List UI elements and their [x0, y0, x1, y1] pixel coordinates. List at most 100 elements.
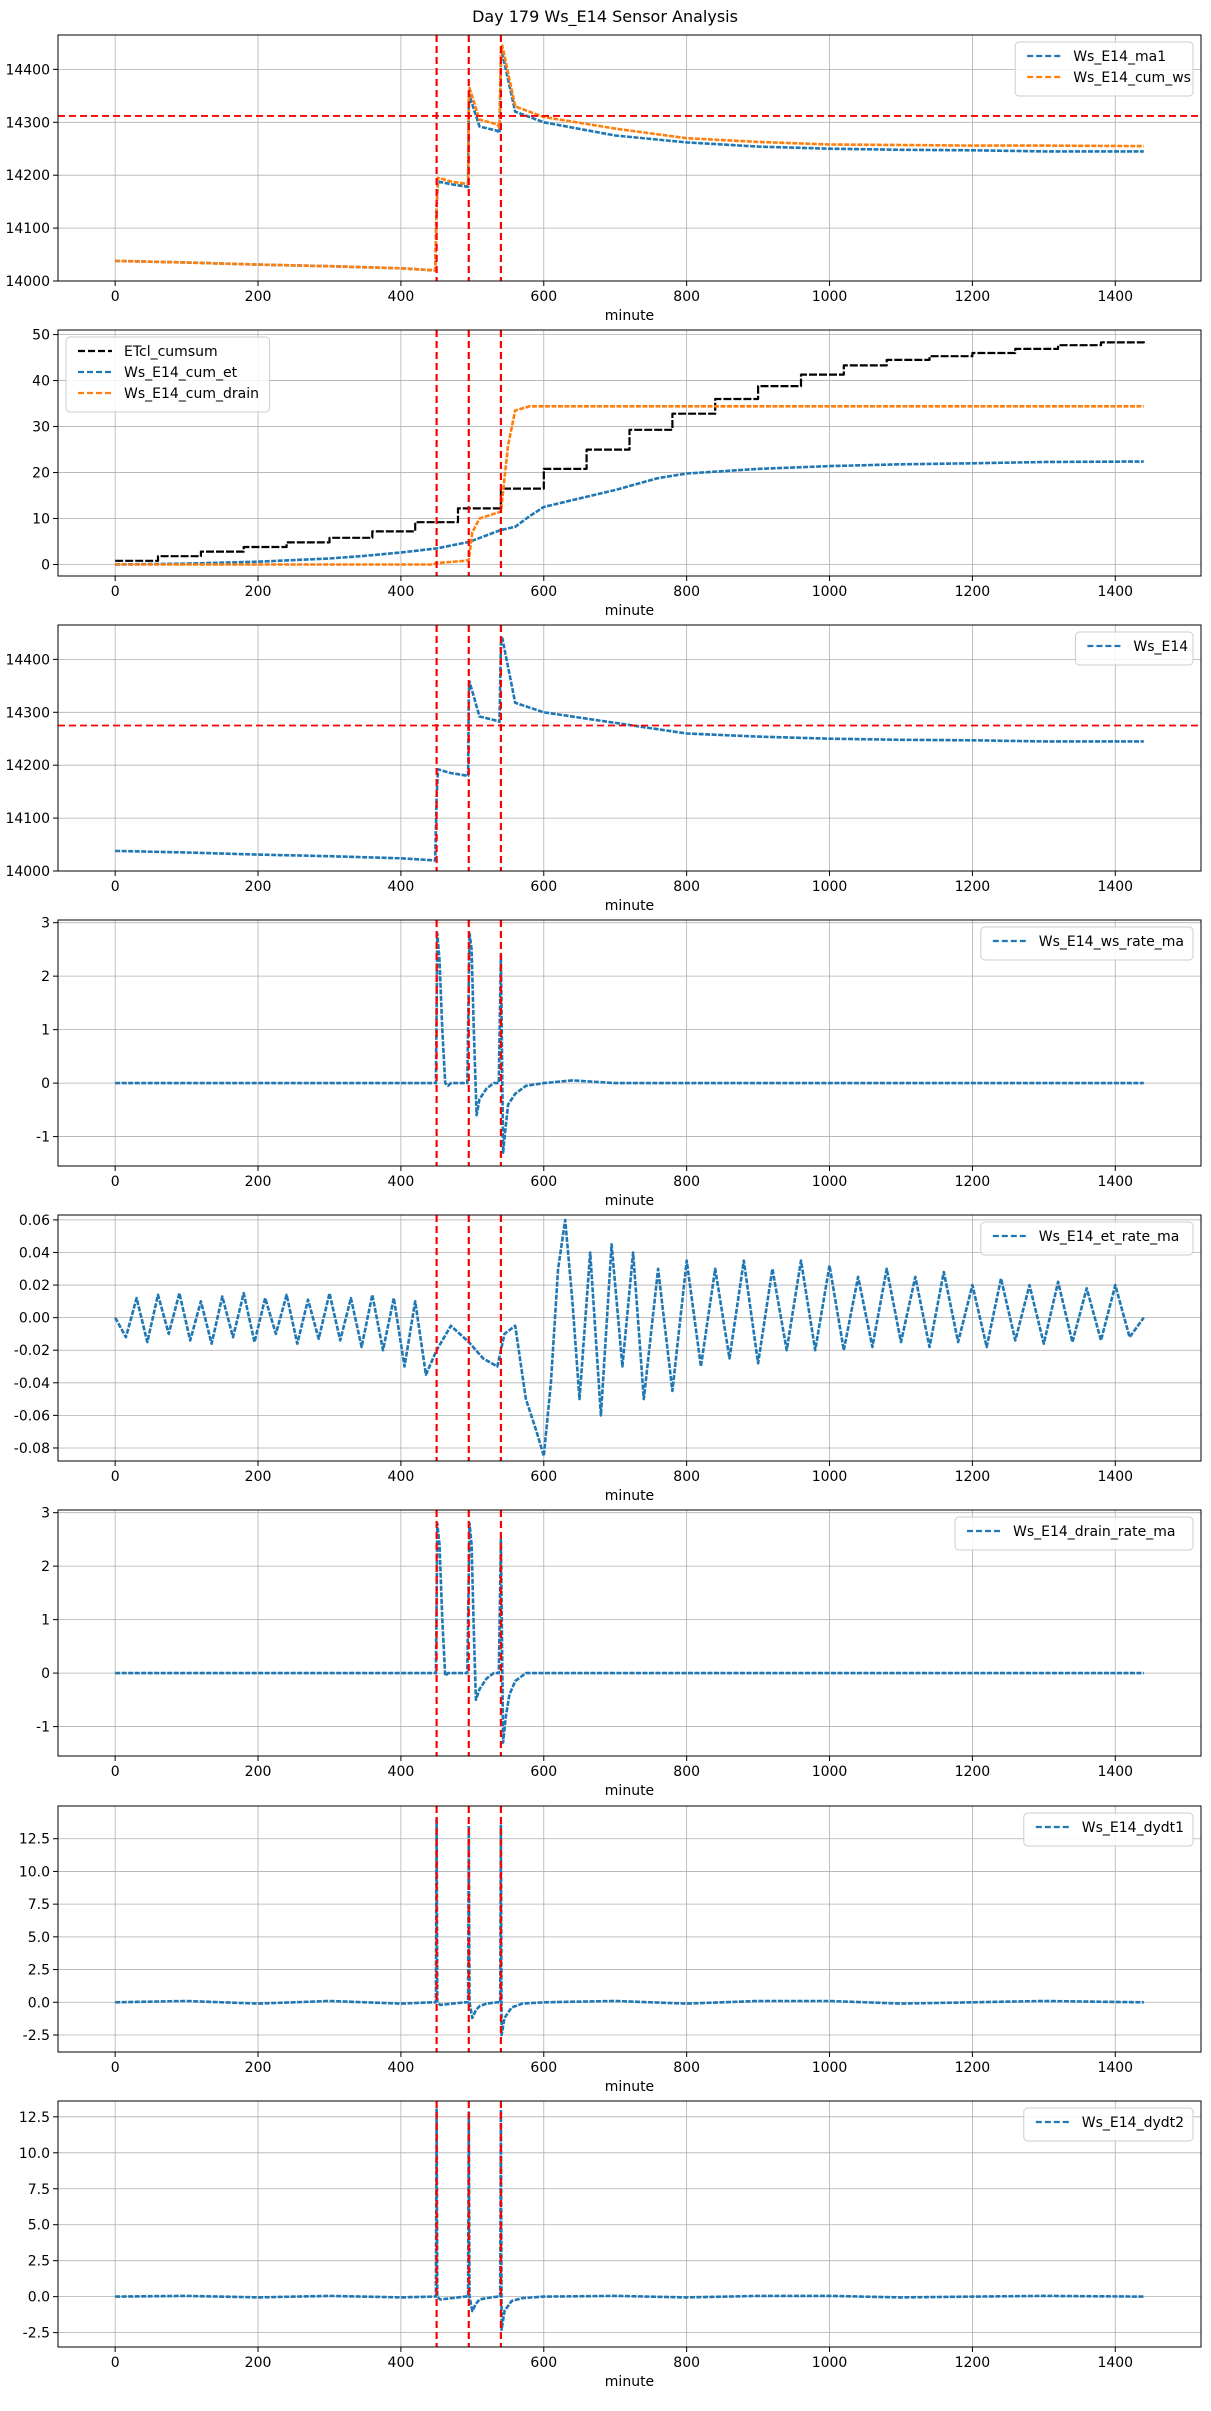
x-axis-title: minute — [605, 603, 654, 619]
x-tick-label: 1000 — [812, 2355, 848, 2371]
y-tick-label: -2.5 — [23, 2028, 50, 2044]
legend-label: Ws_E14_drain_rate_ma — [1013, 1524, 1175, 1540]
x-tick-label: 0 — [111, 879, 120, 895]
x-tick-label: 1000 — [812, 879, 848, 895]
y-tick-label: 14100 — [5, 811, 50, 827]
x-axis-title: minute — [605, 1783, 654, 1799]
x-tick-label: 800 — [673, 289, 700, 305]
y-tick-label: 10.0 — [19, 1864, 50, 1880]
y-tick-label: 50 — [32, 328, 50, 344]
x-tick-label: 200 — [245, 1174, 272, 1190]
x-tick-label: 200 — [245, 1469, 272, 1485]
series-line-ETcl_cumsum — [115, 341, 1145, 562]
series-line-Ws_E14_drain_rate_ma — [115, 1522, 1144, 1744]
x-tick-label: 400 — [388, 879, 415, 895]
axes-frame — [57, 34, 1202, 282]
x-tick-label: 600 — [530, 2060, 557, 2076]
x-tick-label: 600 — [530, 1469, 557, 1485]
x-tick-label: 200 — [245, 289, 272, 305]
figure-title: Day 179 Ws_E14 Sensor Analysis — [472, 7, 738, 27]
chart-panel-8: 0 200 400 600 800 1000 1200 1400 -2.5 0.0 2.5 5.0 7.… — [19, 2100, 1202, 2390]
legend-label: Ws_E14_ws_rate_ma — [1039, 934, 1184, 950]
x-axis-title: minute — [605, 2374, 654, 2390]
y-tick-label: 0.02 — [19, 1278, 50, 1294]
y-tick-label: -0.02 — [14, 1343, 50, 1359]
x-tick-label: 200 — [245, 1764, 272, 1780]
plot-area — [58, 1215, 1201, 1461]
x-tick-label: 800 — [673, 1469, 700, 1485]
y-tick-label: 3 — [41, 916, 50, 932]
y-tick-label: 0 — [41, 558, 50, 574]
chart-panel-1: 0 200 400 600 800 1000 1200 1400 14000 14100 14200… — [5, 34, 1202, 324]
y-tick-label: 5.0 — [28, 2218, 50, 2234]
legend-label: ETcl_cumsum — [124, 344, 218, 360]
x-axis-title: minute — [605, 308, 654, 324]
y-tick-label: -0.08 — [14, 1441, 50, 1457]
legend: Ws_E14_ws_rate_ma — [980, 926, 1194, 961]
plot-area — [58, 35, 1201, 281]
x-tick-label: 0 — [111, 1469, 120, 1485]
y-tick-label: 14200 — [5, 758, 50, 774]
y-tick-label: 0.0 — [28, 1995, 50, 2011]
series-line-Ws_E14_cum_drain — [115, 405, 1144, 566]
legend: Ws_E14_dydt1 — [1023, 1812, 1194, 1847]
x-tick-label: 400 — [388, 2060, 415, 2076]
x-tick-label: 0 — [111, 289, 120, 305]
series-line-Ws_E14_et_rate_ma — [114, 1218, 1145, 1458]
y-tick-label: 30 — [32, 420, 50, 436]
y-tick-label: 0.06 — [19, 1213, 50, 1229]
x-tick-label: 1200 — [955, 289, 991, 305]
x-tick-label: 400 — [388, 1174, 415, 1190]
y-tick-label: 12.5 — [19, 1832, 50, 1848]
series-line-Ws_E14_ws_rate_ma — [115, 932, 1144, 1154]
chart-panel-2: 0 200 400 600 800 1000 1200 1400 0 10 20 30 40 50 minu… — [32, 328, 1202, 619]
x-tick-label: 400 — [388, 289, 415, 305]
series-group — [115, 636, 1144, 862]
legend: ETcl_cumsum Ws_E14_cum_et Ws_E14_cum_drain — [65, 336, 271, 413]
x-tick-label: 800 — [673, 1174, 700, 1190]
legend: Ws_E14_et_rate_ma — [980, 1221, 1194, 1256]
x-tick-label: 400 — [388, 1469, 415, 1485]
series-group — [115, 932, 1144, 1154]
y-tick-label: 0.00 — [19, 1311, 50, 1327]
x-tick-label: 1400 — [1097, 1469, 1133, 1485]
legend-box — [65, 336, 271, 413]
y-tick-label: 20 — [32, 466, 50, 482]
x-axis-title: minute — [605, 1193, 654, 1209]
plot-area — [58, 625, 1201, 871]
legend-box — [980, 926, 1194, 961]
x-tick-label: 600 — [530, 879, 557, 895]
x-tick-label: 1000 — [812, 584, 848, 600]
x-tick-label: 0 — [111, 584, 120, 600]
x-tick-label: 1400 — [1097, 2060, 1133, 2076]
x-tick-label: 1000 — [812, 1764, 848, 1780]
plot-area — [58, 2101, 1201, 2347]
series-group — [115, 1522, 1144, 1744]
panels-container: 0 200 400 600 800 1000 1200 1400140001410014200… — [5, 34, 1202, 2390]
y-tick-label: 0 — [41, 1076, 50, 1092]
x-tick-label: 0 — [111, 1764, 120, 1780]
y-tick-label: 14300 — [5, 705, 50, 721]
x-tick-label: 0 — [111, 2060, 120, 2076]
y-tick-label: 14200 — [5, 168, 50, 184]
y-tick-label: 2.5 — [28, 1963, 50, 1979]
legend: Ws_E14 — [1074, 631, 1194, 666]
y-tick-label: -0.04 — [14, 1376, 50, 1392]
y-tick-label: 0 — [41, 1666, 50, 1682]
x-tick-label: 0 — [111, 2355, 120, 2371]
legend-label: Ws_E14_cum_drain — [124, 386, 259, 402]
x-tick-label: 1200 — [955, 1469, 991, 1485]
y-tick-label: 14400 — [5, 652, 50, 668]
x-tick-label: 600 — [530, 2355, 557, 2371]
y-tick-label: 14400 — [5, 62, 50, 78]
plot-area — [58, 920, 1201, 1166]
series-group — [114, 1218, 1145, 1458]
y-tick-label: -2.5 — [23, 2326, 50, 2342]
x-tick-label: 1400 — [1097, 1174, 1133, 1190]
y-tick-label: 5.0 — [28, 1930, 50, 1946]
y-tick-label: -1 — [36, 1130, 50, 1146]
y-tick-label: 7.5 — [28, 1897, 50, 1913]
x-axis-title: minute — [605, 2079, 654, 2095]
x-tick-label: 1200 — [955, 1764, 991, 1780]
series-group — [115, 341, 1145, 566]
